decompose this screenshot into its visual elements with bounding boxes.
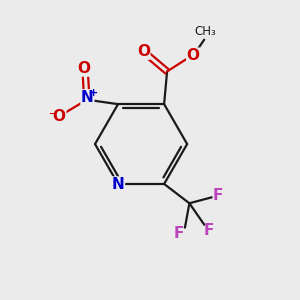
Text: F: F xyxy=(174,226,184,241)
Text: O: O xyxy=(53,109,66,124)
Text: O: O xyxy=(77,61,90,76)
Text: +: + xyxy=(89,88,98,98)
Text: F: F xyxy=(203,223,214,238)
Text: O: O xyxy=(137,44,150,59)
Text: N: N xyxy=(112,177,124,192)
Text: O: O xyxy=(187,48,200,63)
Text: N: N xyxy=(81,90,94,105)
Text: ⁻: ⁻ xyxy=(48,109,56,123)
Text: F: F xyxy=(213,188,224,203)
Text: CH₃: CH₃ xyxy=(195,25,217,38)
